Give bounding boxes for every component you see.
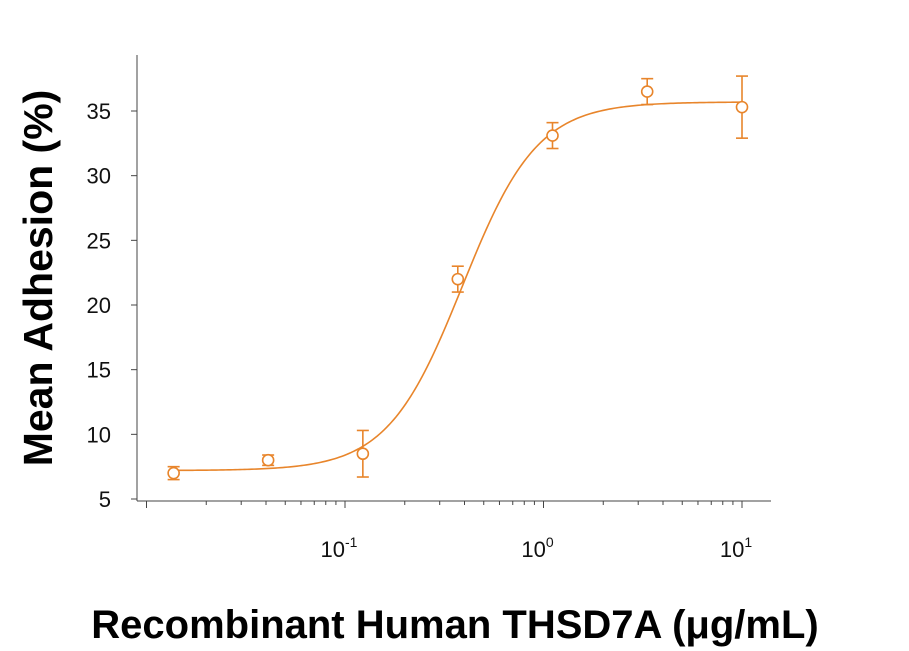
- data-point: [735, 75, 749, 139]
- data-point: [356, 429, 370, 478]
- y-tick-label: 20: [87, 293, 111, 318]
- point-marker: [451, 272, 465, 286]
- y-ticks: 5 10 15 20 25 30 35: [87, 99, 137, 512]
- x-tick-label: 101: [720, 534, 752, 562]
- data-point: [640, 77, 654, 106]
- x-tick-label: 100: [521, 534, 553, 562]
- y-tick-label: 30: [87, 164, 111, 189]
- axes: [136, 55, 771, 502]
- y-tick-label: 5: [99, 487, 111, 512]
- data-point: [261, 453, 275, 467]
- y-tick-label: 25: [87, 228, 111, 253]
- point-marker: [356, 447, 370, 461]
- y-axis-title: Mean Adhesion (%): [15, 90, 61, 467]
- point-marker: [546, 129, 559, 142]
- point-marker: [167, 466, 180, 480]
- data-point: [451, 265, 465, 293]
- point-marker: [735, 100, 749, 114]
- data-point: [167, 465, 180, 481]
- x-ticks: 10-1 100 101: [146, 501, 752, 562]
- point-marker: [261, 453, 275, 467]
- data-point: [546, 121, 559, 150]
- point-marker: [640, 85, 654, 98]
- x-tick-label: 10-1: [321, 534, 358, 562]
- y-tick-label: 15: [87, 358, 111, 383]
- y-tick-label: 10: [87, 422, 111, 447]
- data-points: [167, 75, 749, 481]
- x-axis-title: Recombinant Human THSD7A (μg/mL): [91, 603, 818, 647]
- y-tick-label: 35: [87, 99, 111, 124]
